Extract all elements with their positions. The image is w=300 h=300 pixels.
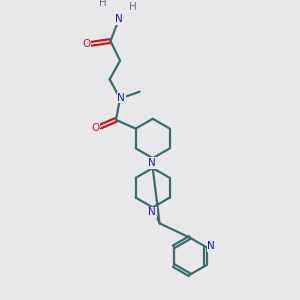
Text: N: N bbox=[148, 207, 156, 218]
Text: H: H bbox=[129, 2, 137, 11]
Text: O: O bbox=[82, 39, 91, 49]
Text: N: N bbox=[115, 14, 123, 24]
Text: N: N bbox=[207, 241, 215, 251]
Text: N: N bbox=[148, 158, 156, 168]
Text: O: O bbox=[91, 123, 99, 133]
Text: N: N bbox=[117, 93, 125, 103]
Text: H: H bbox=[99, 0, 107, 8]
